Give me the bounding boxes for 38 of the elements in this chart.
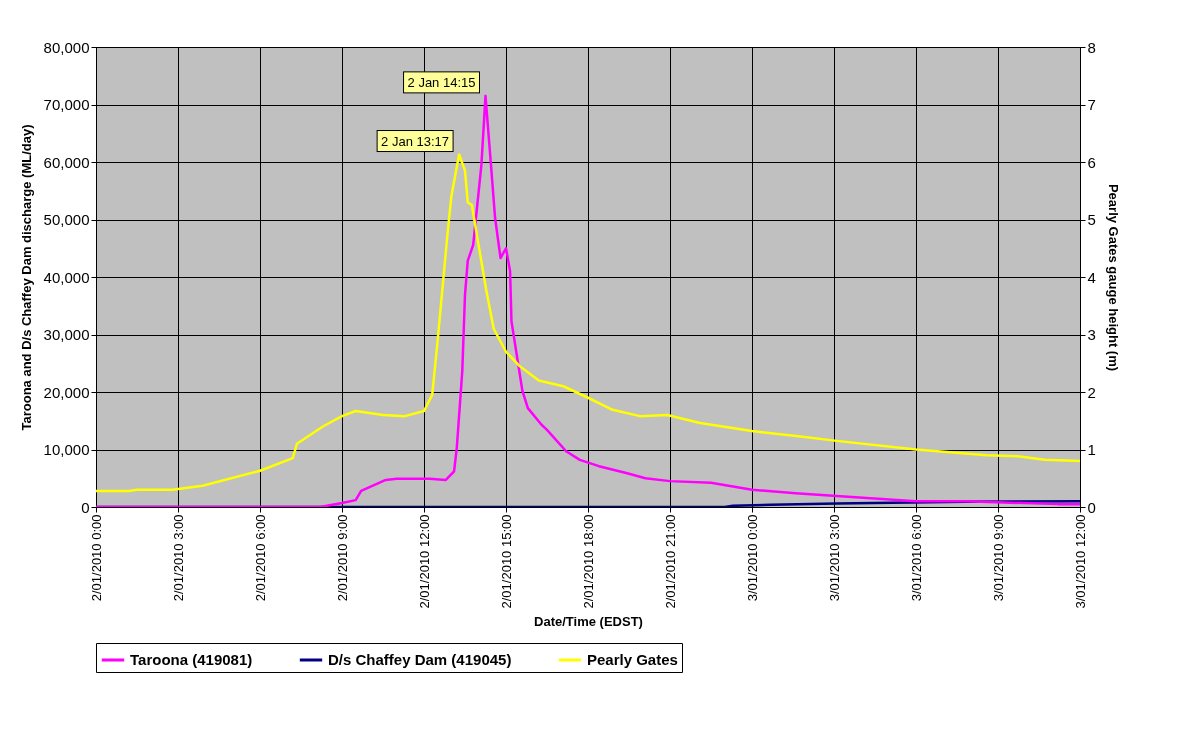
annotation: 2 Jan 13:17 <box>381 133 450 149</box>
y-tick-label: 0 <box>81 498 90 516</box>
y2-tick-label: 8 <box>1087 38 1096 56</box>
x-tick-label: 2/01/2010 6:00 <box>252 514 268 602</box>
y-tick-label: 20,000 <box>43 383 90 401</box>
legend-label: Taroona (419081) <box>130 651 253 668</box>
y2-tick-label: 5 <box>1087 211 1096 228</box>
y-tick-label: 50,000 <box>43 211 90 228</box>
y2-tick-label: 7 <box>1087 96 1096 113</box>
x-tick-label: 2/01/2010 12:00 <box>416 514 432 609</box>
x-tick-label: 2/01/2010 18:00 <box>580 514 596 609</box>
legend-label: Pearly Gates <box>587 651 678 668</box>
x-tick-label: 3/01/2010 6:00 <box>908 514 924 602</box>
x-tick-label: 3/01/2010 9:00 <box>990 514 1006 602</box>
x-tick-label: 3/01/2010 12:00 <box>1072 514 1088 609</box>
y-tick-label: 60,000 <box>43 153 90 171</box>
x-tick-label: 3/01/2010 3:00 <box>826 514 842 602</box>
y-tick-label: 10,000 <box>43 441 90 458</box>
y-tick-label: 80,000 <box>43 38 90 56</box>
y2-tick-label: 2 <box>1087 383 1096 401</box>
y-tick-label: 40,000 <box>43 268 90 286</box>
x-axis-title: Date/Time (EDST) <box>534 614 643 630</box>
legend-label: D/s Chaffey Dam (419045) <box>328 651 512 668</box>
y2-tick-label: 4 <box>1087 268 1096 286</box>
y2-tick-label: 1 <box>1087 441 1096 458</box>
y2-tick-label: 6 <box>1087 153 1096 171</box>
x-tick-label: 3/01/2010 0:00 <box>744 514 760 602</box>
x-tick-label: 2/01/2010 15:00 <box>498 514 514 609</box>
x-tick-label: 2/01/2010 0:00 <box>88 514 104 602</box>
x-tick-label: 2/01/2010 3:00 <box>170 514 186 602</box>
x-tick-label: 2/01/2010 9:00 <box>334 514 350 602</box>
y-axis-title: Taroona and D/s Chaffey Dam discharge (ML/day) <box>18 124 34 431</box>
y-tick-label: 70,000 <box>43 96 90 113</box>
x-tick-label: 2/01/2010 21:00 <box>662 514 678 609</box>
y2-tick-label: 3 <box>1087 326 1096 343</box>
y2-tick-label: 0 <box>1087 498 1096 516</box>
y2-axis-title: Pearly Gates gauge height (m) <box>1105 183 1121 372</box>
y-tick-label: 30,000 <box>43 326 90 343</box>
